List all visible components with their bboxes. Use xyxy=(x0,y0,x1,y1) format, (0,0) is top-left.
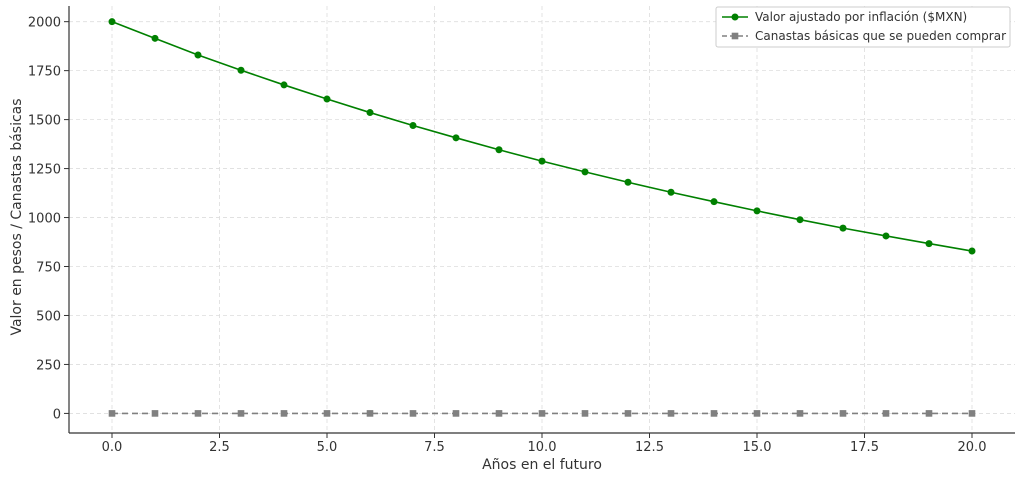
value-series-point xyxy=(323,95,331,103)
baskets-series-point xyxy=(839,410,847,417)
x-tick-label: 15.0 xyxy=(743,440,772,455)
y-tick-label: 1250 xyxy=(28,163,61,178)
y-tick-label: 1000 xyxy=(28,212,61,227)
value-series xyxy=(108,18,976,255)
baskets-series-point xyxy=(495,410,503,417)
y-axis-ticks: 0 250 500 750 1000 1250 1500 1750 2000 xyxy=(28,16,69,422)
baskets-series-point xyxy=(108,410,116,417)
x-tick-label: 0.0 xyxy=(102,440,123,455)
x-tick-label: 7.5 xyxy=(424,440,445,455)
value-series-point xyxy=(968,247,976,255)
value-series-point xyxy=(237,66,245,74)
baskets-series-point xyxy=(409,410,417,417)
value-series-point xyxy=(925,240,933,248)
baskets-series-point xyxy=(667,410,675,417)
y-tick-label: 0 xyxy=(53,407,61,422)
baskets-series-point xyxy=(194,410,202,417)
baskets-series-point xyxy=(753,410,761,417)
value-series-point xyxy=(710,198,718,206)
value-series-point xyxy=(366,109,374,117)
value-series-point xyxy=(151,34,159,42)
x-tick-label: 17.5 xyxy=(850,440,879,455)
value-series-point xyxy=(624,178,632,186)
baskets-series-point xyxy=(925,410,933,417)
value-series-point xyxy=(452,134,460,142)
legend-marker xyxy=(731,32,739,40)
baskets-series-point xyxy=(538,410,546,417)
value-series-point xyxy=(839,224,847,232)
baskets-series-point xyxy=(796,410,804,417)
y-tick-label: 1750 xyxy=(28,65,61,80)
value-series-point xyxy=(108,18,116,26)
baskets-series-point xyxy=(323,410,331,417)
legend-marker xyxy=(731,13,739,21)
baskets-series-point xyxy=(452,410,460,417)
value-series-point xyxy=(882,232,890,240)
y-tick-label: 500 xyxy=(36,309,61,324)
value-series-point xyxy=(581,168,589,176)
legend: Valor ajustado por inflación ($MXN) Canas… xyxy=(715,6,1011,48)
x-tick-label: 5.0 xyxy=(317,440,338,455)
y-tick-label: 1500 xyxy=(28,114,61,129)
baskets-series-point xyxy=(710,410,718,417)
value-series-point xyxy=(194,51,202,59)
value-series-point xyxy=(796,216,804,224)
legend-label: Canastas básicas que se pueden comprar xyxy=(755,29,1006,43)
value-series-point xyxy=(495,146,503,154)
baskets-series-point xyxy=(280,410,288,417)
x-tick-label: 20.0 xyxy=(958,440,987,455)
baskets-series-point xyxy=(237,410,245,417)
x-tick-label: 2.5 xyxy=(209,440,230,455)
value-series-point xyxy=(538,157,546,165)
baskets-series-point xyxy=(151,410,159,417)
baskets-series-point xyxy=(366,410,374,417)
x-axis-title: Años en el futuro xyxy=(482,457,602,473)
baskets-series-point xyxy=(581,410,589,417)
series-layer xyxy=(108,18,976,417)
baskets-series-point xyxy=(968,410,976,417)
y-tick-label: 2000 xyxy=(28,16,61,31)
baskets-series xyxy=(108,410,976,417)
value-series-point xyxy=(753,207,761,215)
baskets-series-point xyxy=(882,410,890,417)
y-axis-title: Valor en pesos / Canastas básicas xyxy=(9,98,25,335)
x-tick-label: 12.5 xyxy=(635,440,664,455)
y-tick-label: 250 xyxy=(36,358,61,373)
value-series-point xyxy=(280,81,288,89)
baskets-series-point xyxy=(624,410,632,417)
grid-lines xyxy=(69,6,1015,433)
x-axis-ticks: 0.0 2.5 5.0 7.5 10.0 12.5 15.0 17.5 20.0 xyxy=(102,433,987,455)
legend-label: Valor ajustado por inflación ($MXN) xyxy=(755,10,967,24)
value-series-point xyxy=(667,188,675,196)
y-tick-label: 750 xyxy=(36,261,61,276)
value-series-point xyxy=(409,121,417,129)
legend-box xyxy=(715,6,1011,48)
x-tick-label: 10.0 xyxy=(528,440,557,455)
